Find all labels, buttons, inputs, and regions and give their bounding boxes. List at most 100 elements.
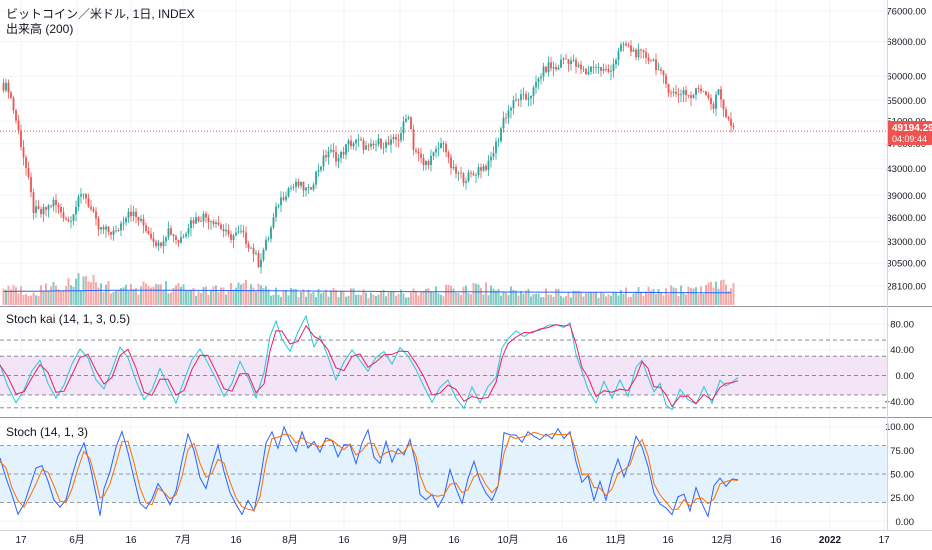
candle-body [287,188,290,197]
volume-bar [622,294,625,305]
volume-bar [90,282,92,305]
candle-body [730,118,732,126]
volume-bar [167,293,170,305]
volume-bar [587,293,590,305]
volume-bar [550,294,552,305]
candle-body [665,75,667,84]
volume-bar [280,297,282,305]
stoch-line-k [0,425,739,518]
volume-bar [102,291,105,305]
volume-bar [30,295,32,305]
x-tick-label: 2022 [819,535,842,546]
volume-bar [320,293,322,305]
volume-bar [417,295,420,305]
candle-body [715,94,717,109]
candle-body [577,64,580,67]
y-tick-label: 100.00 [885,422,914,433]
volume-bar [210,289,212,305]
candle-body [112,230,115,235]
volume-bar [457,293,460,305]
volume-bar [677,295,680,305]
volume-bar [352,288,355,305]
volume-bar [492,288,495,305]
candle-body [642,50,645,53]
volume-bar [580,292,582,305]
x-tick-label: 16 [125,535,137,546]
volume-bar [387,292,390,305]
candle-body [662,70,665,76]
candle-body [150,233,152,239]
stoch-kai-title[interactable]: Stoch kai (14, 1, 3, 0.5) [6,312,131,326]
x-tick-label: 7月 [175,534,191,546]
volume-bar [632,293,635,305]
candle-body [252,247,255,254]
symbol-title[interactable]: ビットコイン／米ドル, 1日, INDEX [6,7,195,21]
candle-body [510,108,512,111]
volume-bar [290,288,292,305]
candle-body [232,235,235,240]
candle-body [582,69,585,70]
volume-bar [27,295,30,305]
volume-bar [305,296,307,305]
candle-body [625,43,627,46]
candle-body [197,217,200,222]
volume-bar [447,284,450,305]
volume-bar [505,292,507,305]
candle-body [70,220,72,222]
candle-body [282,197,285,200]
volume-bar [675,288,677,305]
volume-bar [520,290,522,305]
candle-body [435,149,437,153]
candle-body [200,221,202,222]
candle-body [257,253,260,268]
candle-body [67,219,70,222]
candle-body [697,88,700,89]
stoch-title[interactable]: Stoch (14, 1, 3) [6,425,89,439]
volume-bar [2,288,5,305]
candle-body [305,187,307,191]
volume-bar [657,289,660,305]
volume-bar [105,284,107,305]
volume-bar [372,294,375,305]
candle-body [412,129,415,150]
volume-bar [197,291,200,305]
candle-body [465,181,467,183]
candle-body [690,95,692,98]
volume-indicator-title[interactable]: 出来高 (200) [6,22,74,36]
candle-body [260,259,262,268]
volume-bar [392,291,395,305]
volume-bar [545,288,547,305]
volume-bar [730,288,732,305]
candle-body [190,220,192,229]
candle-body [407,117,410,119]
candle-body [167,228,170,238]
candle-body [117,230,120,232]
candle-body [365,145,367,150]
volume-bar [52,282,55,305]
volume-bar [75,278,77,305]
y-tick-label: 76000.00 [886,6,926,17]
candle-body [562,58,565,60]
candle-body [610,70,612,72]
volume-bar [645,291,647,305]
volume-bar [662,295,665,305]
volume-bar [532,294,535,305]
candle-body [355,139,357,144]
candle-body [660,69,662,71]
volume-bar [107,280,110,305]
candle-body [315,171,317,185]
candle-body [687,94,690,96]
x-tick-label: 17 [15,535,27,546]
candle-body [390,139,392,145]
volume-bar [370,292,372,305]
candle-body [392,137,395,140]
candle-body [340,151,342,159]
candle-body [352,143,355,147]
candle-body [130,211,132,217]
candle-body [192,220,195,224]
candle-body [467,172,470,182]
candle-body [180,237,182,243]
volume-bar [282,290,285,305]
candle-body [147,231,150,234]
